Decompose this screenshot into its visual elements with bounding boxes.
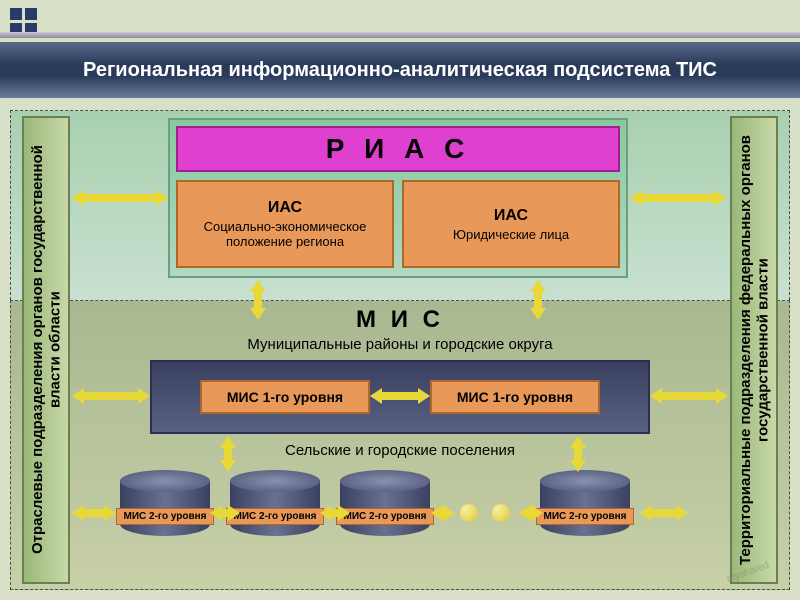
bidir-arrow-icon [530, 280, 546, 320]
left-column-label: Отраслевые подразделения органов государ… [29, 118, 64, 582]
ellipsis-dot-icon [492, 504, 510, 522]
logo-icon [10, 8, 37, 35]
right-column: Территориальные подразделения федеральны… [730, 116, 778, 584]
ias-row: ИАС Социально-экономическое положение ре… [176, 180, 620, 268]
ias-header: ИАС [268, 199, 302, 217]
mis-level2-row: МИС 2-го уровняМИС 2-го уровняМИС 2-го у… [110, 470, 690, 570]
settlements-label: Сельские и городские поселения [100, 442, 700, 459]
mis1-box: МИС 1-го уровня [430, 380, 600, 414]
bidir-arrow-icon [220, 436, 236, 472]
bidir-arrow-icon [640, 505, 688, 521]
bidir-arrow-icon [520, 505, 542, 521]
bidir-arrow-icon [320, 505, 350, 521]
bidir-arrow-icon [210, 505, 240, 521]
mis-title: М И С [100, 306, 700, 334]
ias-box-socecon: ИАС Социально-экономическое положение ре… [176, 180, 394, 268]
mis2-cylinder: МИС 2-го уровня [540, 470, 630, 546]
rias-title: Р И А С [176, 126, 620, 172]
mis2-cylinder: МИС 2-го уровня [120, 470, 210, 546]
mis2-cylinder: МИС 2-го уровня [340, 470, 430, 546]
mis-subtitle: Муниципальные районы и городские округа [100, 336, 700, 353]
mis2-cylinder: МИС 2-го уровня [230, 470, 320, 546]
bidir-arrow-icon [650, 388, 728, 404]
mis2-label: МИС 2-го уровня [226, 508, 324, 525]
bidir-arrow-icon [250, 280, 266, 320]
mis1-box: МИС 1-го уровня [200, 380, 370, 414]
bidir-arrow-icon [72, 190, 168, 206]
mis2-label: МИС 2-го уровня [536, 508, 634, 525]
bidir-arrow-icon [432, 505, 454, 521]
header-rule [0, 32, 800, 38]
bidir-arrow-icon [630, 190, 726, 206]
rias-block: Р И А С ИАС Социально-экономическое поло… [168, 118, 628, 278]
mis2-label: МИС 2-го уровня [116, 508, 214, 525]
right-column-label: Территориальные подразделения федеральны… [737, 118, 772, 582]
bidir-arrow-icon [72, 505, 116, 521]
bidir-arrow-icon [570, 436, 586, 472]
ellipsis-dot-icon [460, 504, 478, 522]
ias-header: ИАС [494, 207, 528, 225]
ias-text: Юридические лица [453, 227, 569, 242]
mis2-label: МИС 2-го уровня [336, 508, 434, 525]
bidir-arrow-icon [370, 388, 430, 404]
ias-text: Социально-экономическое положение регион… [182, 219, 388, 249]
ias-box-legal: ИАС Юридические лица [402, 180, 620, 268]
bidir-arrow-icon [72, 388, 150, 404]
header-decoration [0, 0, 800, 40]
left-column: Отраслевые подразделения органов государ… [22, 116, 70, 584]
page-title: Региональная информационно-аналитическая… [0, 42, 800, 98]
